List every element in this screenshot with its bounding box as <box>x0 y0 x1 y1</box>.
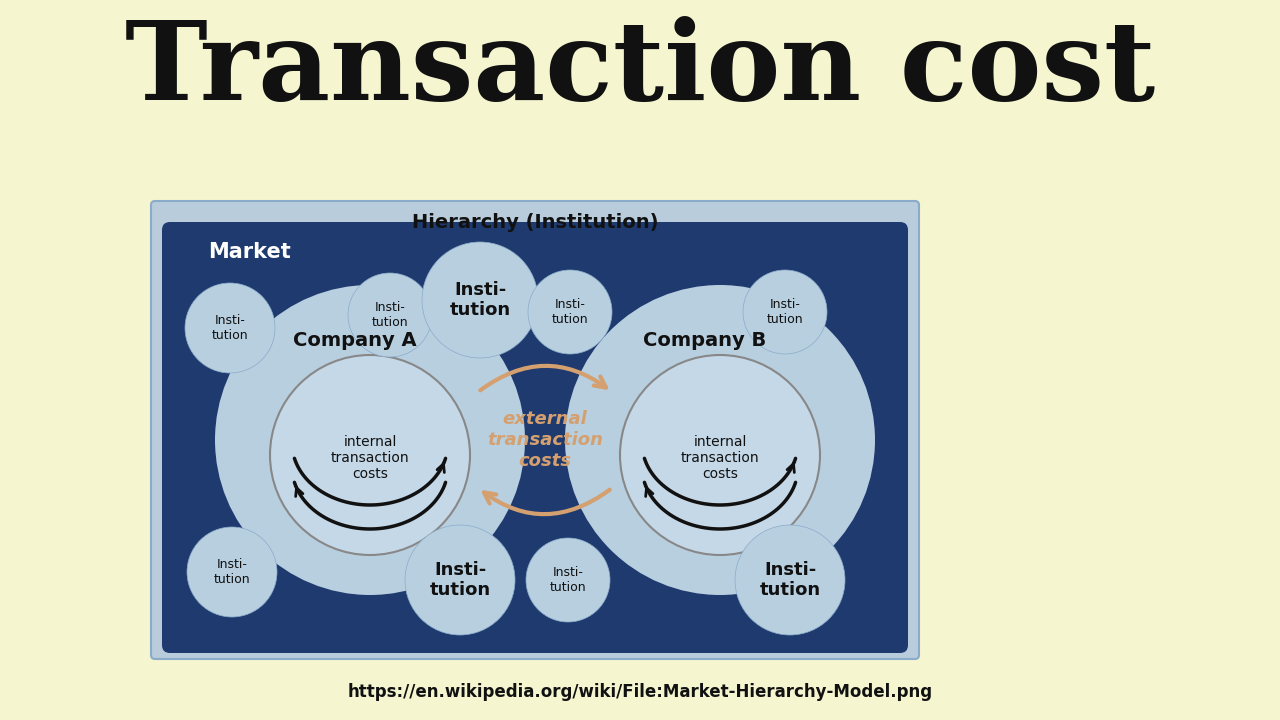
Ellipse shape <box>620 355 820 555</box>
Text: Insti-
tution: Insti- tution <box>549 566 586 594</box>
Text: Insti-
tution: Insti- tution <box>211 314 248 342</box>
Text: Insti-
tution: Insti- tution <box>552 298 589 326</box>
FancyBboxPatch shape <box>163 222 908 653</box>
Text: internal
transaction
costs: internal transaction costs <box>681 435 759 481</box>
Ellipse shape <box>270 355 470 555</box>
Text: Market: Market <box>207 242 291 262</box>
Ellipse shape <box>526 538 611 622</box>
Ellipse shape <box>564 285 876 595</box>
Text: Company B: Company B <box>644 330 767 349</box>
Ellipse shape <box>742 270 827 354</box>
Ellipse shape <box>422 242 538 358</box>
Ellipse shape <box>529 270 612 354</box>
Ellipse shape <box>187 527 276 617</box>
Text: Transaction cost: Transaction cost <box>125 17 1155 124</box>
FancyBboxPatch shape <box>151 201 919 659</box>
Ellipse shape <box>735 525 845 635</box>
Text: internal
transaction
costs: internal transaction costs <box>330 435 410 481</box>
Text: Hierarchy (Institution): Hierarchy (Institution) <box>412 214 658 233</box>
Text: https://en.wikipedia.org/wiki/File:Market-Hierarchy-Model.png: https://en.wikipedia.org/wiki/File:Marke… <box>347 683 933 701</box>
Ellipse shape <box>186 283 275 373</box>
Text: Insti-
tution: Insti- tution <box>429 561 490 599</box>
Ellipse shape <box>404 525 515 635</box>
Text: Insti-
tution: Insti- tution <box>449 281 511 320</box>
Text: Insti-
tution: Insti- tution <box>759 561 820 599</box>
Text: Insti-
tution: Insti- tution <box>371 301 408 329</box>
Text: Insti-
tution: Insti- tution <box>767 298 804 326</box>
Text: Insti-
tution: Insti- tution <box>214 558 251 586</box>
Text: external
transaction
costs: external transaction costs <box>486 410 603 470</box>
Ellipse shape <box>348 273 433 357</box>
Ellipse shape <box>215 285 525 595</box>
Text: Company A: Company A <box>293 330 417 349</box>
